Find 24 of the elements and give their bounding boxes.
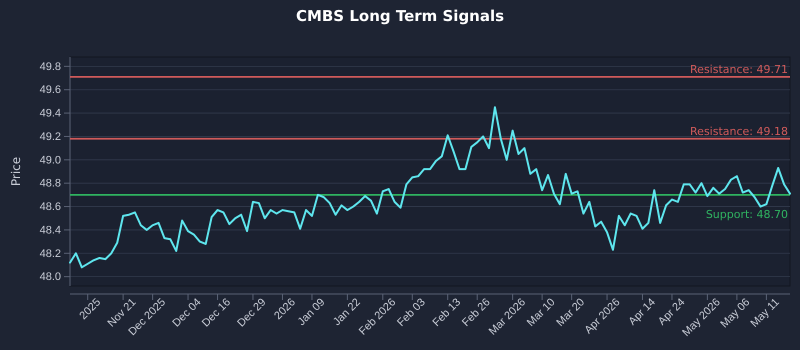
y-tick-label: 49.6 bbox=[40, 84, 61, 96]
y-tick-label: 48.0 bbox=[40, 271, 61, 284]
ref-line-label: Resistance: 49.18 bbox=[690, 124, 788, 138]
y-tick-label: 49.8 bbox=[40, 60, 61, 73]
chart-title: CMBS Long Term Signals bbox=[296, 7, 504, 25]
y-tick-label: 48.8 bbox=[40, 178, 61, 190]
x-tick-label: Jan 09 bbox=[296, 296, 328, 328]
x-tick-label: Feb 26 bbox=[460, 296, 493, 330]
y-tick-label: 48.2 bbox=[40, 248, 61, 260]
x-tick-label: Apr 24 bbox=[656, 296, 688, 328]
y-tick-label: 49.2 bbox=[40, 130, 61, 143]
line-series bbox=[69, 106, 791, 268]
x-tick-label: Apr 14 bbox=[626, 296, 658, 328]
ref-line-label: Support: 48.70 bbox=[706, 208, 788, 221]
x-tick-label: Dec 16 bbox=[200, 296, 234, 330]
y-tick-label: 49.0 bbox=[40, 154, 61, 166]
x-tick-label: Dec 29 bbox=[235, 296, 268, 330]
x-tick-label: May 11 bbox=[748, 296, 782, 330]
y-axis-title: Price bbox=[9, 156, 23, 186]
ref-line-label: Resistance: 49.71 bbox=[690, 62, 788, 76]
y-tick-label: 48.4 bbox=[40, 224, 61, 236]
y-tick-label: 48.6 bbox=[40, 201, 61, 214]
x-tick-label: Feb 03 bbox=[395, 296, 428, 330]
y-tick-label: 49.4 bbox=[40, 108, 61, 120]
